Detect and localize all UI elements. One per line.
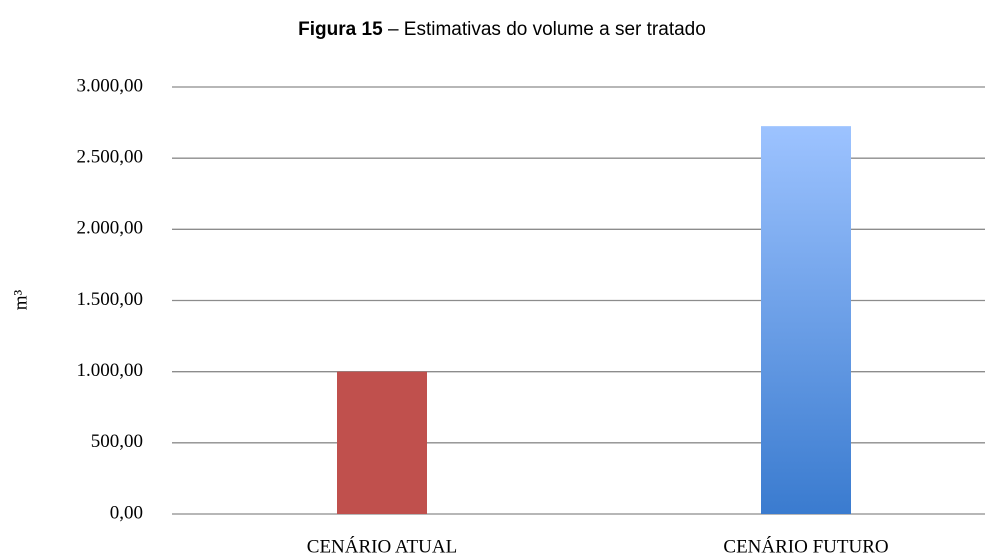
bar bbox=[337, 371, 427, 514]
x-tick-label: CENÁRIO FUTURO bbox=[723, 535, 888, 557]
y-axis-label: m³ bbox=[10, 289, 31, 310]
bar bbox=[761, 126, 851, 515]
figure-label: Figura 15 bbox=[298, 19, 383, 40]
y-tick-label: 500,00 bbox=[91, 431, 143, 452]
y-tick-label: 1.000,00 bbox=[77, 360, 144, 381]
y-tick-label: 2.500,00 bbox=[77, 147, 144, 168]
chart-title: Figura 15 – Estimativas do volume a ser … bbox=[298, 19, 706, 40]
x-tick-label: CENÁRIO ATUAL bbox=[307, 535, 457, 557]
title-text: – Estimativas do volume a ser tratado bbox=[388, 19, 706, 40]
y-tick-label: 1.500,00 bbox=[77, 289, 144, 310]
y-tick-label: 2.000,00 bbox=[77, 218, 144, 239]
y-tick-label: 0,00 bbox=[110, 502, 143, 523]
y-tick-label: 3.000,00 bbox=[77, 75, 144, 96]
